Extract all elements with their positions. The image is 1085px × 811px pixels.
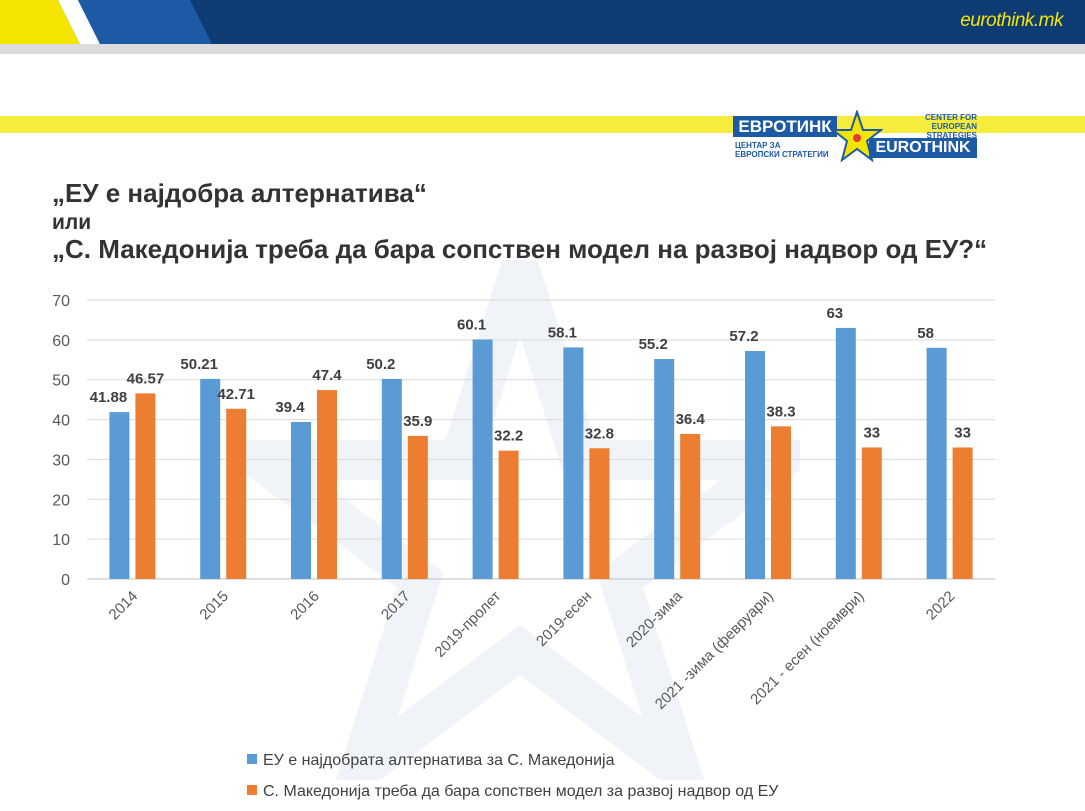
legend-swatch-own-model (247, 784, 257, 795)
data-label-eu-9: 58 (917, 325, 934, 342)
bar-eu-5 (563, 347, 584, 579)
legend-item-own-model: С. Македонија треба да бара сопствен мод… (247, 783, 778, 803)
x-tick-label: 2014 (106, 588, 142, 624)
data-label-own-model-9: 33 (954, 424, 971, 441)
bar-eu-2 (291, 421, 311, 579)
y-tick-label: 50 (52, 373, 70, 390)
bar-chart: 0 10 20 30 40 50 60 70 41.88 46.57 50.21 42.71 39.4… (52, 293, 995, 713)
data-label-own-model-6: 36.4 (676, 411, 706, 428)
logo-english-subtitle: CENTER FOR EUROPEAN STRATEGIES (883, 113, 977, 140)
data-label-own-model-1: 42.71 (217, 386, 255, 403)
bar-eu-1 (200, 378, 221, 579)
legend-item-eu: ЕУ е најдобрата алтернатива за С. Македо… (247, 752, 614, 772)
x-axis-ticks: 2014 2015 2016 2017 2019-пролет 2019-есен 2020… (106, 587, 959, 712)
x-tick-label: 2019-пролет (431, 588, 504, 661)
top-banner: eurothink.mk (0, 0, 1085, 44)
bar-own-model-7 (771, 426, 791, 579)
bar-own-model-5 (589, 448, 610, 579)
y-axis-ticks: 0 10 20 30 40 50 60 70 (52, 293, 70, 589)
legend-label-eu: ЕУ е најдобрата алтернатива за С. Македо… (263, 752, 615, 769)
legend-swatch-eu (247, 753, 257, 764)
title-line-3: „С. Македонија треба да бара сопствен мо… (52, 234, 988, 264)
x-tick-label: 2019-есен (533, 588, 595, 650)
x-tick-label: 2015 (196, 588, 232, 624)
logo-cyrillic-name: ЕВРОТИНК (733, 116, 837, 137)
bar-own-model-0 (135, 393, 156, 579)
logo-cyrillic-subtitle-line2: ЕВРОПСКИ СТРАТЕГИИ (735, 150, 829, 159)
bar-own-model-1 (226, 408, 247, 579)
x-tick-label: 2017 (378, 588, 414, 624)
bar-eu-6 (654, 358, 675, 579)
gridlines (87, 299, 995, 580)
top-banner-graphic (0, 0, 1085, 44)
data-label-eu-6: 55.2 (639, 336, 668, 353)
title-line-2: или (52, 211, 92, 234)
x-tick-label: 2022 (923, 588, 959, 624)
bar-own-model-9 (952, 447, 973, 579)
data-label-eu-2: 39.4 (275, 399, 305, 416)
x-tick-label: 2020-зима (623, 587, 687, 651)
data-label-own-model-7: 38.3 (766, 403, 795, 420)
y-tick-label: 70 (52, 293, 70, 310)
y-tick-label: 0 (61, 572, 70, 589)
data-label-eu-8: 63 (826, 305, 843, 322)
data-label-own-model-3: 35.9 (403, 413, 432, 430)
data-label-eu-7: 57.2 (729, 328, 758, 345)
bar-eu-0 (109, 412, 130, 579)
header-divider (0, 44, 1085, 54)
title-line-1: „ЕУ е најдобра алтернатива“ (52, 178, 427, 208)
bar-own-model-8 (861, 447, 882, 579)
data-label-own-model-0: 46.57 (127, 370, 165, 387)
logo-english-subtitle-line1: CENTER FOR (925, 113, 977, 122)
bar-eu-7 (745, 351, 765, 579)
star-icon (831, 110, 883, 163)
data-label-own-model-8: 33 (863, 424, 880, 441)
bar-eu-8 (835, 327, 856, 579)
data-label-own-model-2: 47.4 (312, 367, 342, 384)
data-label-eu-4: 60.1 (457, 316, 486, 333)
bar-own-model-3 (407, 435, 428, 579)
bar-own-model-6 (680, 433, 701, 579)
bar-own-model-4 (498, 450, 519, 579)
y-tick-label: 20 (52, 492, 70, 509)
x-tick-label: 2016 (287, 588, 323, 624)
data-label-eu-1: 50.21 (180, 356, 218, 373)
bar-eu-4 (472, 339, 493, 579)
data-label-eu-0: 41.88 (90, 389, 128, 406)
logo-cyrillic-subtitle: ЦЕНТАР ЗА ЕВРОПСКИ СТРАТЕГИИ (735, 141, 855, 159)
data-labels: 41.88 46.57 50.21 42.71 39.4 47.4 50.2 35.9 60.1… (90, 305, 971, 445)
y-tick-label: 10 (52, 532, 70, 549)
logo-latin-name: EUROTHINK (869, 138, 977, 158)
logo-cyrillic-subtitle-line1: ЦЕНТАР ЗА (735, 141, 781, 150)
data-label-eu-5: 58.1 (548, 324, 577, 341)
bar-eu-3 (381, 378, 402, 579)
bars (109, 327, 973, 579)
y-tick-label: 30 (52, 452, 70, 469)
eurothink-logo: ЕВРОТИНК ЦЕНТАР ЗА ЕВРОПСКИ СТРАТЕГИИ CE… (733, 108, 981, 168)
legend-label-own-model: С. Македонија треба да бара сопствен мод… (263, 783, 779, 800)
logo-english-subtitle-line2: EUROPEAN STRATEGIES (926, 122, 977, 140)
data-label-own-model-5: 32.8 (585, 425, 614, 442)
y-tick-label: 60 (52, 333, 70, 350)
site-url[interactable]: eurothink.mk (960, 10, 1063, 31)
y-tick-label: 40 (52, 413, 70, 430)
data-label-eu-3: 50.2 (366, 356, 395, 373)
bar-own-model-2 (317, 390, 337, 579)
bar-eu-9 (926, 347, 947, 579)
data-label-own-model-4: 32.2 (494, 428, 523, 445)
